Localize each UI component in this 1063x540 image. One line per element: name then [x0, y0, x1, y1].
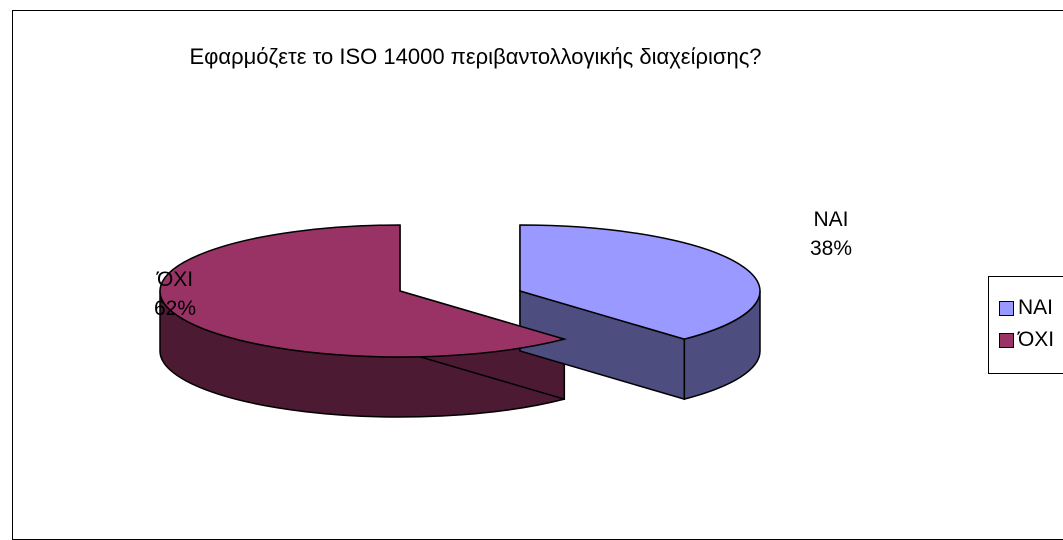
- slice-nai: [519, 224, 761, 340]
- slice-label-name-oxi: ΌΧΙ: [156, 268, 193, 291]
- legend-label-oxi: ΌΧΙ: [1018, 328, 1055, 351]
- legend-swatch-oxi: [999, 332, 1014, 348]
- legend-label-nai: NAI: [1018, 296, 1054, 319]
- slice-top-face-nai: [519, 224, 761, 340]
- pie-chart: NAI 38% ΌΧΙ 62%: [154, 208, 852, 418]
- chart-title: Εφαρμόζετε το ISO 14000 περιβαντολλογική…: [189, 44, 762, 69]
- slice-oxi: [159, 224, 568, 358]
- legend: NAI ΌΧΙ: [988, 276, 1063, 374]
- legend-item-oxi: ΌΧΙ: [999, 328, 1054, 352]
- slice-label-value-nai: 38%: [810, 237, 852, 260]
- chart-area: Εφαρμόζετε το ISO 14000 περιβαντολλογική…: [12, 10, 1063, 540]
- slice-top-face-oxi: [159, 224, 568, 358]
- slice-label-name-nai: NAI: [813, 208, 848, 231]
- legend-swatch-nai: [999, 300, 1014, 316]
- legend-item-nai: NAI: [999, 296, 1053, 320]
- slice-label-value-oxi: 62%: [154, 297, 196, 320]
